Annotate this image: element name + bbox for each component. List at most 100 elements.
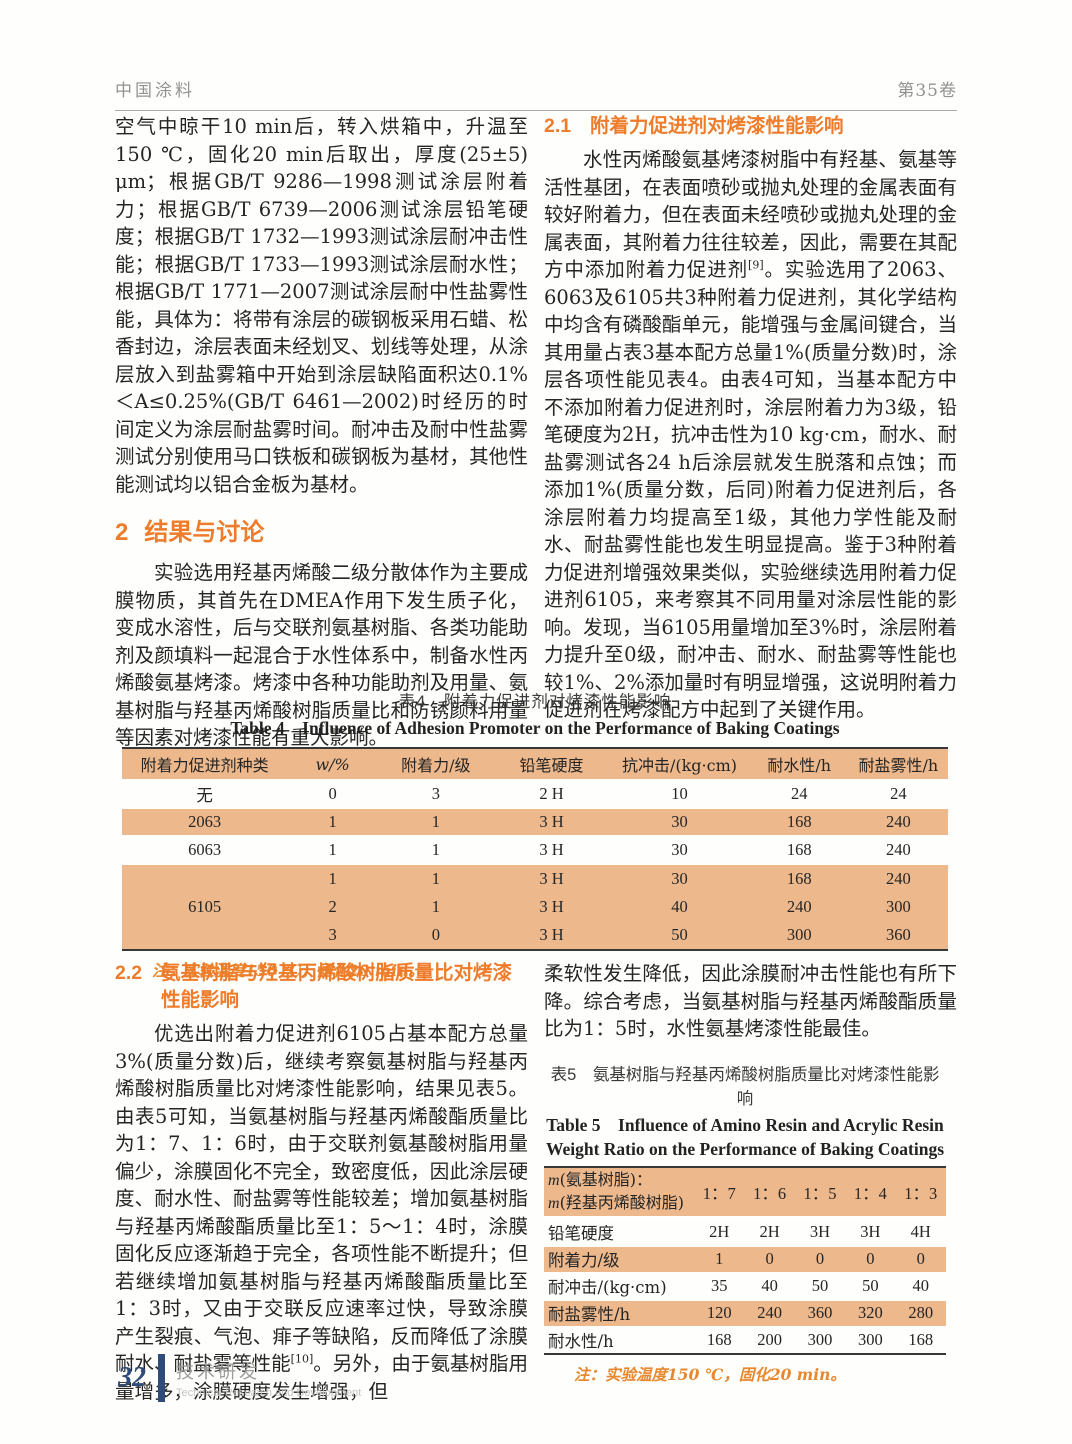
paragraph-adhesion-promoter: 水性丙烯酸氨基烤漆树脂中有羟基、氨基等活性基团，在表面喷砂或抛丸处理的金属表面有… <box>544 146 957 724</box>
table5-caption-cn: 表5 氨基树脂与羟基丙烯酸树脂质量比对烤漆性能影响 <box>550 1065 940 1108</box>
table-cell: 1：3 <box>904 1183 938 1203</box>
table-cell: 0 <box>431 925 440 944</box>
table4-note: 注：实验温度150 ℃，固化20 min。 <box>152 961 424 980</box>
table-row-label: 耐盐雾性/h <box>548 1305 631 1324</box>
table4: 附着力促进剂种类 w/% 附着力/级 铅笔硬度 抗冲击/(kg·cm) 耐水性/… <box>122 747 948 951</box>
table4-header-cell: 附着力/级 <box>401 756 471 775</box>
table4-row-6063: 6063 1 1 3 H 30 168 240 <box>122 835 948 863</box>
table-cell: 40 <box>912 1276 930 1295</box>
table-cell: 280 <box>908 1303 934 1322</box>
text-segment: m <box>548 1171 560 1189</box>
table-cell: 300 <box>807 1330 833 1349</box>
table-cell: 3 H <box>539 897 564 916</box>
table4-caption-en: Table 4 Influence of Adhesion Promoter o… <box>230 718 840 738</box>
table4-header-cell: 铅笔硬度 <box>519 756 584 775</box>
paragraph-methods-continued: 空气中晾干10 min后，转入烘箱中，升温至150 ℃，固化20 min后取出，… <box>115 115 528 496</box>
table-cell: 24 <box>890 784 907 803</box>
section-2-heading: 2 结果与讨论 <box>115 512 528 547</box>
paragraph-resin-ratio: 优选出附着力促进剂6105占基本配方总量3%(质量分数)后，继续考察氨基树脂与羟… <box>115 1020 528 1405</box>
table-cell: 168 <box>706 1330 732 1349</box>
table-cell: 24 <box>791 784 808 803</box>
citation-10: [10] <box>290 1352 314 1366</box>
table-row-label: 铅笔硬度 <box>548 1224 614 1243</box>
text-segment: 优选出附着力促进剂6105占基本配方总量3%(质量分数)后，继续考察氨基树脂与羟… <box>115 1022 528 1375</box>
table-cell: 0 <box>328 784 337 803</box>
table-cell: 50 <box>862 1276 879 1295</box>
table-cell: 360 <box>807 1303 833 1322</box>
table-cell: 10 <box>671 784 688 803</box>
section-2-2-heading: 2.2 氨基树脂与羟基丙烯酸树脂质量比对烤漆性能影响 <box>115 960 528 1014</box>
table-cell: 1：4 <box>853 1183 887 1203</box>
table5-row-impact: 耐冲击/(kg·cm) 35 40 50 50 40 <box>544 1271 946 1299</box>
section-2-1-number: 2.1 <box>544 115 572 137</box>
table-cell: 4H <box>910 1222 931 1241</box>
table-cell: 360 <box>885 925 911 944</box>
table4-header-cell: 附着力促进剂种类 <box>140 756 269 775</box>
table-cell: 1 <box>431 840 440 859</box>
table-cell: 240 <box>786 897 812 916</box>
table-cell-group-label: 6105 <box>188 897 222 916</box>
text-segment: (羟基丙烯酸树脂) <box>559 1192 685 1212</box>
table-cell: 3 H <box>539 840 564 859</box>
citation-9: [9] <box>748 258 764 272</box>
volume-label: 第35卷 <box>897 81 957 101</box>
table-cell: 240 <box>885 840 911 859</box>
table-cell: 1 <box>715 1249 724 1268</box>
table-cell: 2H <box>759 1222 780 1241</box>
table-cell: 1 <box>431 869 440 888</box>
table-cell: 168 <box>786 840 812 859</box>
journal-name: 中国涂料 <box>115 81 195 101</box>
table4-subrow: 3 0 3 H 50 300 360 <box>287 921 948 949</box>
table4-caption-cn: 表4 附着力促进剂对烤漆性能影响 <box>398 693 672 711</box>
table-cell: 30 <box>671 812 688 831</box>
page-footer: 32 技术研发 Technical Research and Developme… <box>118 1354 361 1402</box>
table-cell: 3 <box>328 925 337 944</box>
section-2-title: 结果与讨论 <box>144 519 265 546</box>
table-cell: 1 <box>328 869 337 888</box>
table-cell: 35 <box>710 1276 728 1295</box>
table-row-label: 耐水性/h <box>548 1332 614 1351</box>
section-2-1-heading: 2.1 附着力促进剂对烤漆性能影响 <box>544 113 957 140</box>
table4-header-cell: 耐盐雾性/h <box>858 756 939 775</box>
table-cell: 2 <box>328 897 337 916</box>
table-cell: 168 <box>908 1330 934 1349</box>
table5-row-water: 耐水性/h 168 200 300 300 168 <box>544 1325 946 1353</box>
table5-header-row: m(氨基树脂)： m(羟基丙烯酸树脂) 1：7 1：6 1：5 1：4 1：3 <box>544 1167 946 1218</box>
section-2-2-title: 氨基树脂与羟基丙烯酸树脂质量比对烤漆性能影响 <box>161 962 513 1011</box>
table-cell: 6063 <box>188 840 222 859</box>
footer-section: 技术研发 Technical Research and Development <box>176 1358 361 1399</box>
footer-divider-bar <box>158 1354 165 1402</box>
table-cell: 3 H <box>539 869 564 888</box>
table-cell: 300 <box>786 925 812 944</box>
running-head: 中国涂料 第35卷 <box>115 76 957 111</box>
table-cell: 30 <box>671 869 688 888</box>
table-cell: 1：5 <box>803 1183 837 1203</box>
table5-row-adhesion: 附着力/级 1 0 0 0 0 <box>544 1244 946 1272</box>
table-cell: 无 <box>196 786 213 805</box>
table-cell: 120 <box>706 1303 732 1322</box>
table-cell: 0 <box>815 1249 825 1268</box>
table-cell: 168 <box>786 869 812 888</box>
table-cell: 40 <box>671 897 688 916</box>
table4-group-6105: 6105 1 1 3 H 30 168 240 2 1 3 H 40 <box>122 863 948 949</box>
table4-block: 表4 附着力促进剂对烤漆性能影响 Table 4 Influence of Ad… <box>122 688 948 981</box>
table4-subrow: 1 1 3 H 30 168 240 <box>287 865 948 893</box>
section-2-2-number: 2.2 <box>115 962 143 984</box>
table-cell: 0 <box>765 1249 774 1268</box>
table-row-label: 附着力/级 <box>548 1251 620 1270</box>
table-cell: 30 <box>671 840 688 859</box>
table-cell: 1 <box>328 812 337 831</box>
section-2-1-title: 附着力促进剂对烤漆性能影响 <box>590 115 844 137</box>
footer-section-en: Technical Research and Development <box>176 1386 362 1399</box>
table-cell: 2 H <box>539 784 564 803</box>
text-segment: (氨基树脂)： <box>559 1169 653 1189</box>
table4-row-2063: 2063 1 1 3 H 30 168 240 <box>122 807 948 835</box>
footer-section-cn: 技术研发 <box>176 1361 260 1382</box>
paragraph-resin-ratio-continued: 柔软性发生降低，因此涂膜耐冲击性能也有所下降。综合考虑，当氨基树脂与羟基丙烯酸酯… <box>544 962 957 1040</box>
table5-row-saltspray: 耐盐雾性/h 120 240 360 320 280 <box>544 1298 946 1326</box>
table-cell: 3 H <box>539 812 564 831</box>
text-segment: 。另外，由于氨基树脂用量增多，涂膜硬度发生增强，但 <box>115 1352 528 1403</box>
table-cell: 3 <box>431 784 440 803</box>
table-cell: 300 <box>857 1330 883 1349</box>
text-segment: m <box>548 1194 560 1212</box>
